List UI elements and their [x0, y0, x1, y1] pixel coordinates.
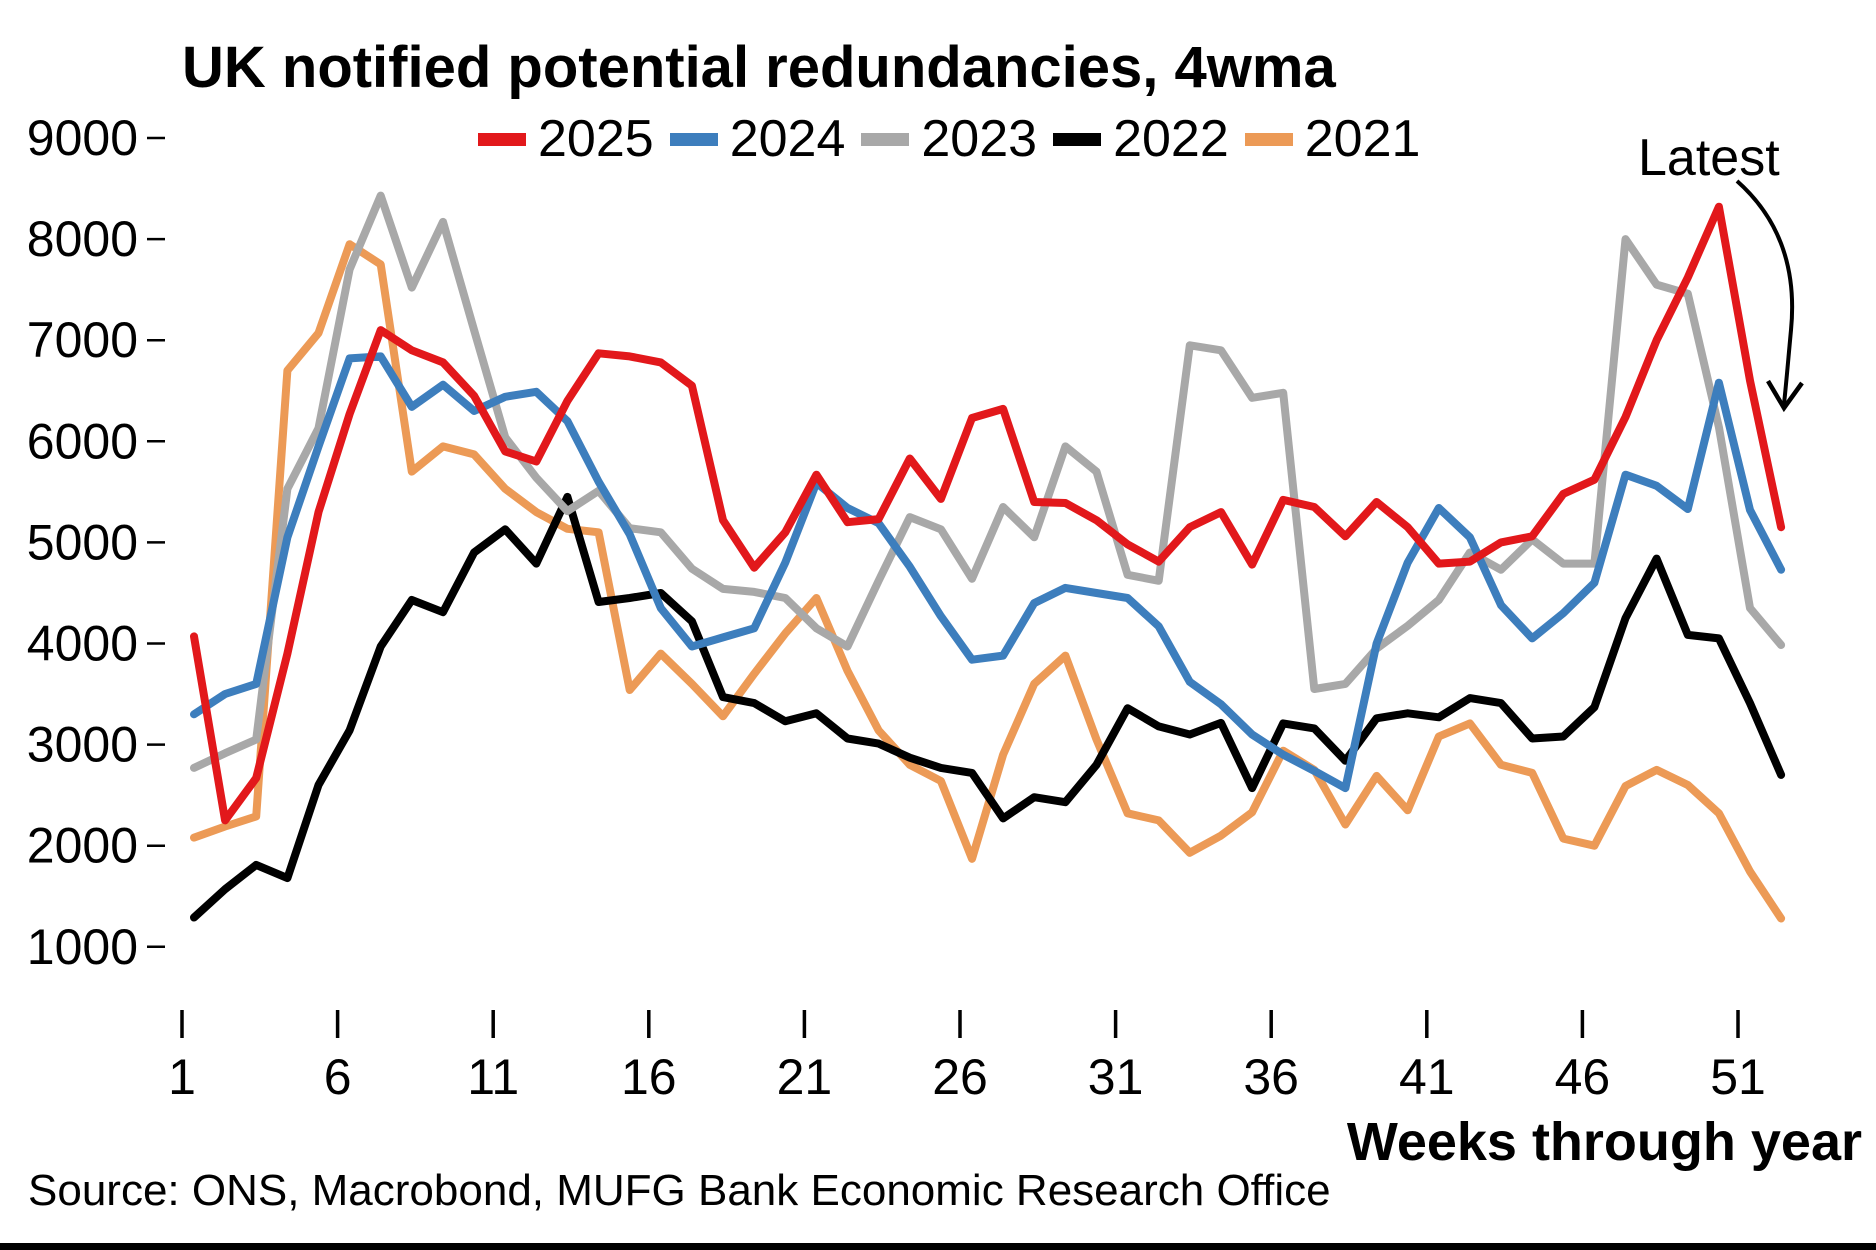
x-tick-label: 31 [1088, 1049, 1144, 1105]
series-line-2022 [190, 492, 1786, 922]
legend: 2025 2024 2023 2022 2021 [478, 110, 1436, 168]
series-line-2021 [190, 240, 1786, 923]
x-tick-label: 51 [1710, 1049, 1766, 1105]
latest-arrow [1735, 179, 1795, 405]
legend-item-2025: 2025 [478, 113, 654, 165]
x-tick-label: 41 [1399, 1049, 1455, 1105]
legend-item-2023: 2023 [861, 113, 1037, 165]
legend-label: 2025 [538, 110, 654, 168]
y-tick-label: 7000 [27, 312, 138, 368]
series-line-2023 [190, 191, 1786, 772]
y-tick-label: 4000 [27, 616, 138, 672]
y-tick-label: 5000 [27, 514, 138, 570]
latest-annotation: Latest [1638, 129, 1780, 187]
y-tick-label: 6000 [27, 413, 138, 469]
bottom-divider [0, 1243, 1876, 1250]
x-axis-title: Weeks through year [1347, 1112, 1862, 1172]
legend-swatch-2025 [478, 132, 526, 146]
y-tick-label: 3000 [27, 717, 138, 773]
legend-swatch-2023 [861, 132, 910, 146]
legend-item-2024: 2024 [669, 110, 846, 168]
y-tick-label: 8000 [27, 211, 138, 267]
legend-label: 2023 [921, 110, 1038, 168]
x-tick-label: 1 [168, 1049, 196, 1105]
x-tick-label: 36 [1243, 1049, 1299, 1105]
y-tick-label: 9000 [27, 110, 138, 166]
x-tick-label: 6 [324, 1049, 352, 1105]
legend-swatch-2021 [1244, 132, 1293, 146]
series-line-2024 [190, 352, 1786, 793]
x-tick-label: 46 [1555, 1049, 1611, 1105]
x-tick-label: 11 [467, 1049, 519, 1105]
legend-item-2022: 2022 [1053, 113, 1229, 165]
legend-swatch-2022 [1053, 132, 1102, 146]
x-tick-label: 16 [621, 1049, 677, 1105]
legend-label: 2021 [1304, 110, 1421, 168]
x-tick-label: 26 [932, 1049, 988, 1105]
legend-label: 2024 [729, 110, 846, 168]
latest-arrowhead [1766, 379, 1804, 413]
legend-label: 2022 [1113, 110, 1229, 168]
legend-swatch-2024 [669, 132, 718, 146]
legend-item-2021: 2021 [1244, 110, 1421, 168]
y-tick-label: 1000 [27, 919, 138, 975]
x-tick-label: 21 [777, 1049, 833, 1105]
y-tick-label: 2000 [27, 818, 138, 874]
series-line-2025 [190, 202, 1786, 825]
chart-title: UK notified potential redundancies, 4wma [182, 35, 1336, 100]
source-text: Source: ONS, Macrobond, MUFG Bank Econom… [28, 1166, 1331, 1215]
